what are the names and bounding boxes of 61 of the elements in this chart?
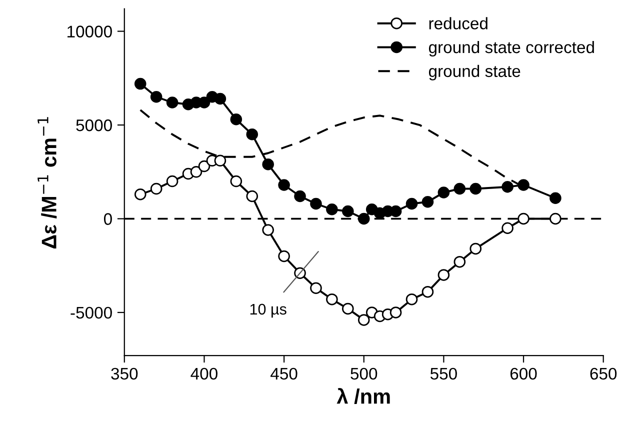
point — [438, 269, 450, 281]
legend-label: reduced — [429, 17, 488, 30]
point — [358, 212, 370, 225]
point — [278, 179, 290, 191]
x-axis-title: λ /nm — [336, 388, 390, 404]
legend-label: ground state — [428, 64, 520, 80]
point — [438, 186, 450, 198]
y-tick-label: 0 — [104, 213, 112, 225]
point — [342, 205, 354, 218]
point — [518, 212, 530, 225]
point — [406, 198, 418, 210]
point — [166, 96, 178, 108]
legend-label: ground state corrected — [428, 40, 594, 57]
point — [214, 154, 226, 167]
point — [342, 302, 354, 315]
point — [150, 90, 162, 103]
annotation: 10 µs — [250, 304, 286, 318]
point — [502, 180, 514, 193]
point — [326, 203, 338, 216]
y-tick-label: 5000 — [76, 119, 112, 132]
point — [454, 256, 466, 268]
y-tick-label: 10000 — [68, 26, 112, 38]
x-tick-label: 400 — [190, 368, 218, 380]
point — [454, 182, 466, 195]
point — [310, 282, 322, 294]
point — [214, 92, 226, 105]
point — [278, 250, 290, 262]
x-tick-label: 550 — [430, 368, 457, 380]
point — [470, 182, 482, 195]
point — [134, 188, 146, 200]
point — [502, 222, 514, 234]
point — [134, 78, 146, 90]
x-tick-label: 600 — [510, 368, 537, 380]
point — [246, 128, 258, 140]
point — [150, 182, 162, 195]
point — [262, 224, 274, 236]
point — [550, 212, 562, 225]
x-tick-label: 500 — [350, 368, 378, 380]
point — [406, 293, 418, 306]
point — [358, 314, 370, 326]
y-tick-label: -5000 — [70, 306, 112, 319]
point — [166, 175, 178, 188]
point — [190, 166, 202, 178]
point — [310, 198, 322, 210]
point — [390, 306, 402, 318]
point — [246, 190, 258, 202]
point — [198, 160, 210, 172]
y-axis-title: Δε /M$^{−1}$ cm$^{−1}$ — [38, 117, 57, 249]
point — [518, 179, 530, 191]
point — [230, 175, 242, 188]
point — [262, 158, 274, 170]
point — [422, 286, 434, 298]
point — [294, 190, 306, 202]
point — [470, 242, 482, 255]
point — [550, 192, 562, 204]
point — [326, 293, 338, 306]
point — [230, 113, 242, 126]
x-tick-label: 450 — [270, 368, 298, 380]
point — [422, 196, 434, 208]
x-tick-label: 350 — [111, 368, 138, 380]
x-tick-label: 650 — [590, 368, 617, 380]
